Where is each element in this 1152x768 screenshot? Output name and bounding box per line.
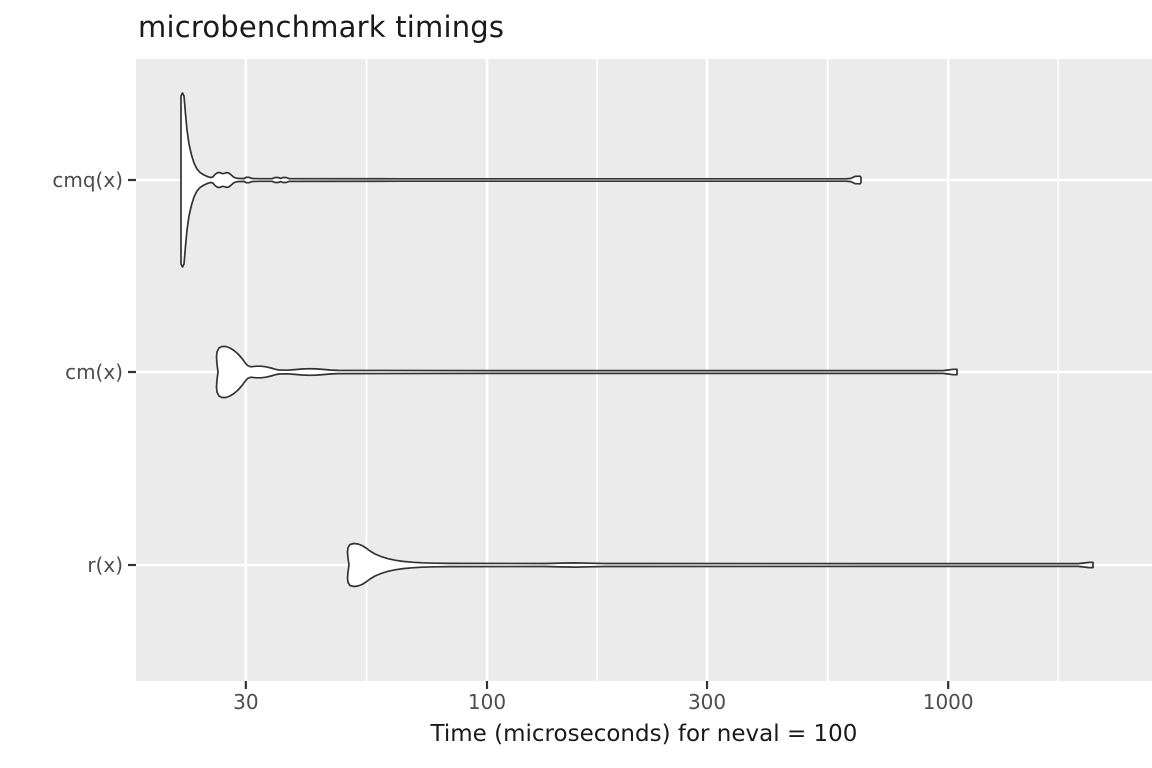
- x-tick-label: 300: [687, 690, 727, 714]
- violin-cmqx: [180, 92, 862, 268]
- violin-cmx: [215, 345, 958, 399]
- x-tick-label: 1000: [922, 690, 974, 714]
- x-tick-label: 100: [467, 690, 507, 714]
- y-tick-label: r(x): [87, 553, 123, 577]
- plot-title: microbenchmark timings: [138, 10, 505, 44]
- violin-rx: [346, 542, 1094, 588]
- y-tick-label: cmq(x): [52, 168, 123, 192]
- x-tick-label: 30: [233, 690, 259, 714]
- y-tick-label: cm(x): [65, 360, 123, 384]
- x-axis-title: Time (microseconds) for neval = 100: [430, 721, 858, 747]
